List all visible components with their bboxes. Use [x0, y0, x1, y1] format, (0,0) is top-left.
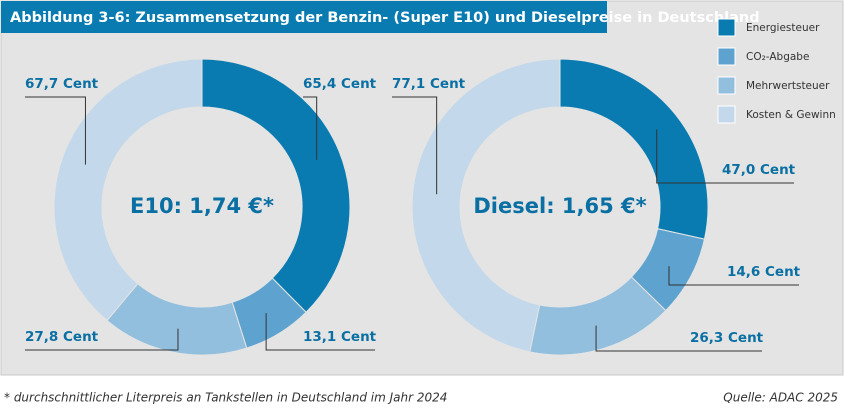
legend-swatch	[717, 18, 736, 37]
value-label: 47,0 Cent	[722, 162, 796, 178]
leader-line	[265, 313, 375, 351]
leader-line	[668, 266, 799, 286]
leader-line	[656, 129, 794, 184]
value-label: 26,3 Cent	[690, 330, 764, 346]
donut-segment	[559, 58, 709, 240]
leader-line	[595, 325, 762, 352]
legend-swatch	[717, 105, 736, 124]
value-label: 65,4 Cent	[303, 76, 377, 92]
footnote: * durchschnittlicher Literpreis an Tanks…	[4, 391, 447, 405]
donut-segment	[53, 58, 203, 322]
center-label: E10: 1,74 €*	[130, 194, 274, 218]
value-label: 13,1 Cent	[303, 329, 377, 345]
value-label: 27,8 Cent	[25, 329, 99, 345]
legend-swatch	[717, 76, 736, 95]
legend-label: CO₂-Abgabe	[746, 51, 809, 63]
donut-segment	[411, 58, 561, 353]
legend-swatch	[717, 47, 736, 66]
legend-label: Energiesteuer	[746, 22, 820, 34]
center-label: Diesel: 1,65 €*	[473, 194, 646, 218]
leader-line	[25, 96, 86, 165]
chart-title: Abbildung 3-6: Zusammensetzung der Benzi…	[10, 10, 760, 26]
value-label: 77,1 Cent	[392, 76, 466, 92]
leader-line	[392, 96, 438, 195]
source: Quelle: ADAC 2025	[723, 391, 838, 405]
title-box	[1, 1, 607, 33]
value-label: 14,6 Cent	[727, 264, 801, 280]
donut-segment	[201, 58, 351, 313]
leader-line	[25, 328, 179, 351]
legend-label: Mehrwertsteuer	[746, 80, 830, 92]
value-label: 67,7 Cent	[25, 76, 99, 92]
legend-label: Kosten & Gewinn	[746, 109, 836, 121]
leader-line	[303, 96, 318, 160]
